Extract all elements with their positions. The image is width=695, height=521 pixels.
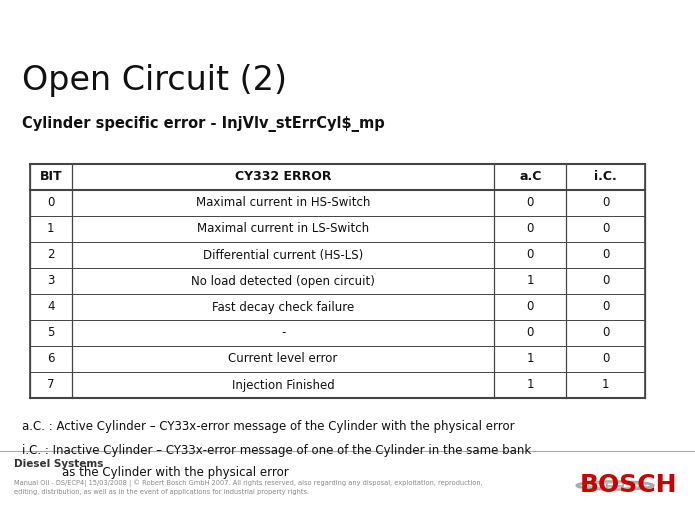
Text: Manual Oli - DS/ECP4| 15/03/2008 | © Robert Bosch GmbH 2007. All rights reserved: Manual Oli - DS/ECP4| 15/03/2008 | © Rob… [14,480,482,495]
Text: CY332 ERROR: CY332 ERROR [235,170,332,183]
Text: Injection Finished: Injection Finished [231,378,334,391]
Text: Differential current (HS-LS): Differential current (HS-LS) [203,249,363,262]
Text: 0: 0 [527,327,534,340]
Text: -: - [281,327,285,340]
Text: i.C. : Inactive Cylinder – CY33x-error message of one of the Cylinder in the sam: i.C. : Inactive Cylinder – CY33x-error m… [22,444,531,457]
Text: a.C. : Active Cylinder – CY33x-error message of the Cylinder with the physical e: a.C. : Active Cylinder – CY33x-error mes… [22,420,514,433]
Text: 5: 5 [47,327,55,340]
Text: Open Circuit (2): Open Circuit (2) [22,64,287,97]
Text: 1: 1 [602,378,610,391]
Bar [30,164,645,398]
Text: Cylinder specific error - InjVlv_stErrCyl$_mp: Cylinder specific error - InjVlv_stErrCy… [22,116,385,132]
Text: 1: 1 [527,353,534,366]
Text: BOSCH: BOSCH [580,474,678,498]
Text: 0: 0 [47,196,55,209]
Text: 1: 1 [527,378,534,391]
Text: Diesel Systems: Diesel Systems [14,458,104,468]
Text: 0: 0 [602,353,610,366]
Text: 2: 2 [47,249,55,262]
Text: 0: 0 [527,301,534,314]
Text: 0: 0 [602,196,610,209]
Text: 0: 0 [602,275,610,288]
Text: Maximal current in LS-Switch: Maximal current in LS-Switch [197,222,369,235]
Text: BIT: BIT [40,170,63,183]
Text: 7: 7 [47,378,55,391]
Text: 3: 3 [47,275,55,288]
Text: 0: 0 [602,327,610,340]
Text: 1: 1 [527,275,534,288]
Text: 0: 0 [527,196,534,209]
Text: 0: 0 [602,222,610,235]
Text: 0: 0 [602,301,610,314]
Text: as the Cylinder with the physical error: as the Cylinder with the physical error [62,466,288,479]
Text: Fast decay check failure: Fast decay check failure [212,301,354,314]
Text: 1: 1 [47,222,55,235]
Text: Current level error: Current level error [229,353,338,366]
Text: 0: 0 [602,249,610,262]
Text: No load detected (open circuit): No load detected (open circuit) [191,275,375,288]
Text: 4: 4 [47,301,55,314]
Text: 0: 0 [527,222,534,235]
Text: 0: 0 [527,249,534,262]
Text: Maximal current in HS-Switch: Maximal current in HS-Switch [196,196,370,209]
Text: 6: 6 [47,353,55,366]
Text: Overview of Diagnosis: Overview of Diagnosis [21,19,212,34]
Text: a.C: a.C [519,170,541,183]
Text: i.C.: i.C. [594,170,617,183]
